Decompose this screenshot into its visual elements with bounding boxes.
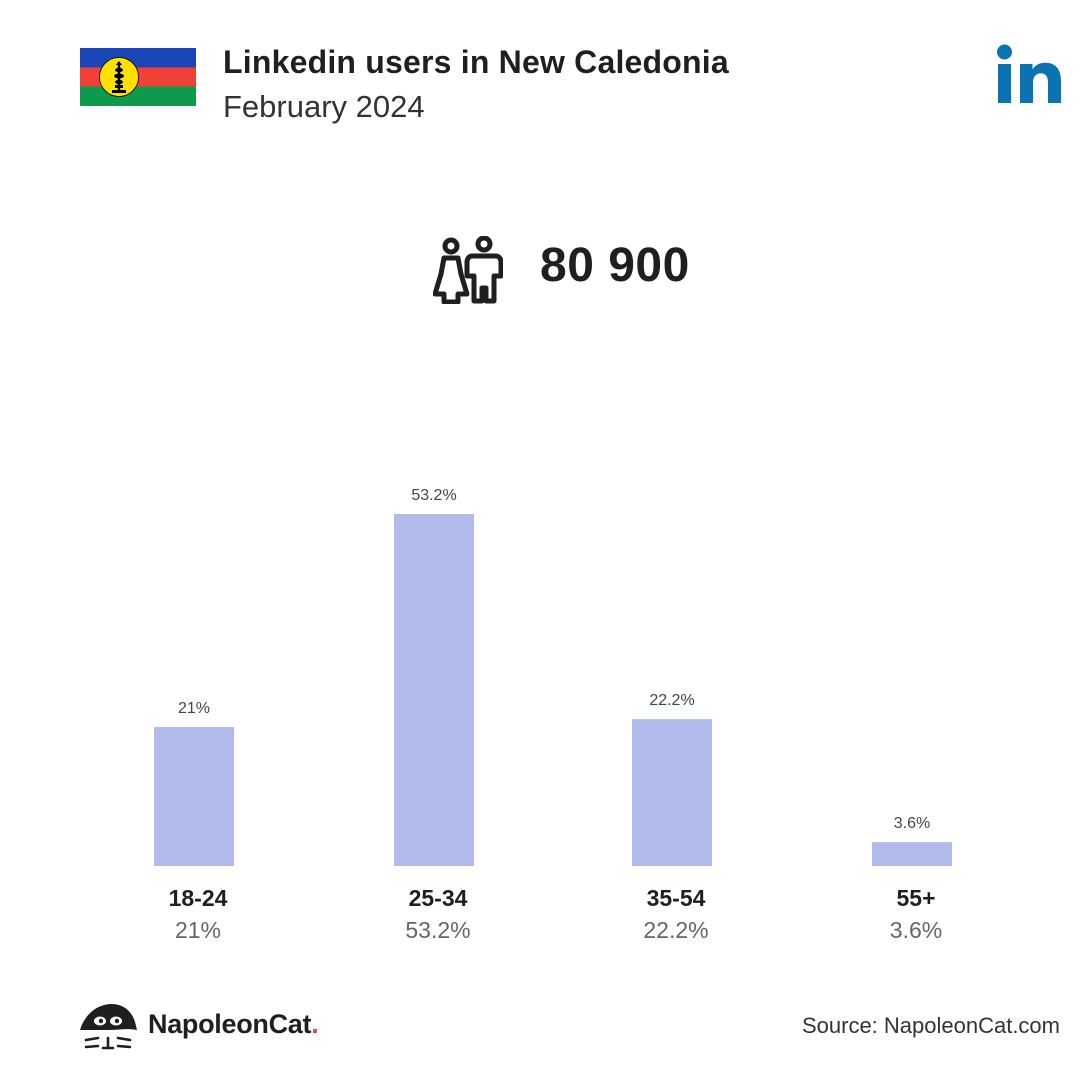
category-value-label: 22.2%: [643, 917, 708, 943]
bar-value-label: 21%: [178, 700, 210, 717]
category-label: 18-24: [169, 885, 228, 911]
brand-dot: .: [311, 1009, 319, 1039]
brand-name-text: NapoleonCat: [148, 1009, 312, 1039]
page-title: Linkedin users in New Caledonia: [223, 44, 729, 80]
linkedin-logo-icon: [997, 44, 1061, 103]
bar-value-label: 53.2%: [411, 487, 456, 504]
bar-18-24: [154, 727, 234, 866]
total-users-value: 80 900: [540, 239, 690, 292]
category-value-label: 21%: [175, 917, 221, 943]
page-subtitle: February 2024: [223, 89, 425, 124]
category-value-label: 53.2%: [405, 917, 470, 943]
bar-value-label: 22.2%: [649, 692, 694, 709]
napoleoncat-logo-icon: [80, 1004, 137, 1050]
source-text: Source: NapoleonCat.com: [801, 1013, 1060, 1038]
bar-55+: [872, 842, 952, 866]
bar-value-label: 3.6%: [894, 815, 930, 832]
category-label: 25-34: [409, 885, 468, 911]
category-label: 55+: [896, 885, 935, 911]
category-value-label: 3.6%: [890, 917, 942, 943]
new-caledonia-flag-icon: [80, 48, 196, 106]
brand-name: NapoleonCat.: [148, 1009, 319, 1040]
users-icon: [433, 236, 503, 304]
category-label: 35-54: [647, 885, 706, 911]
bar-35-54: [632, 719, 712, 866]
bar-25-34: [394, 514, 474, 866]
